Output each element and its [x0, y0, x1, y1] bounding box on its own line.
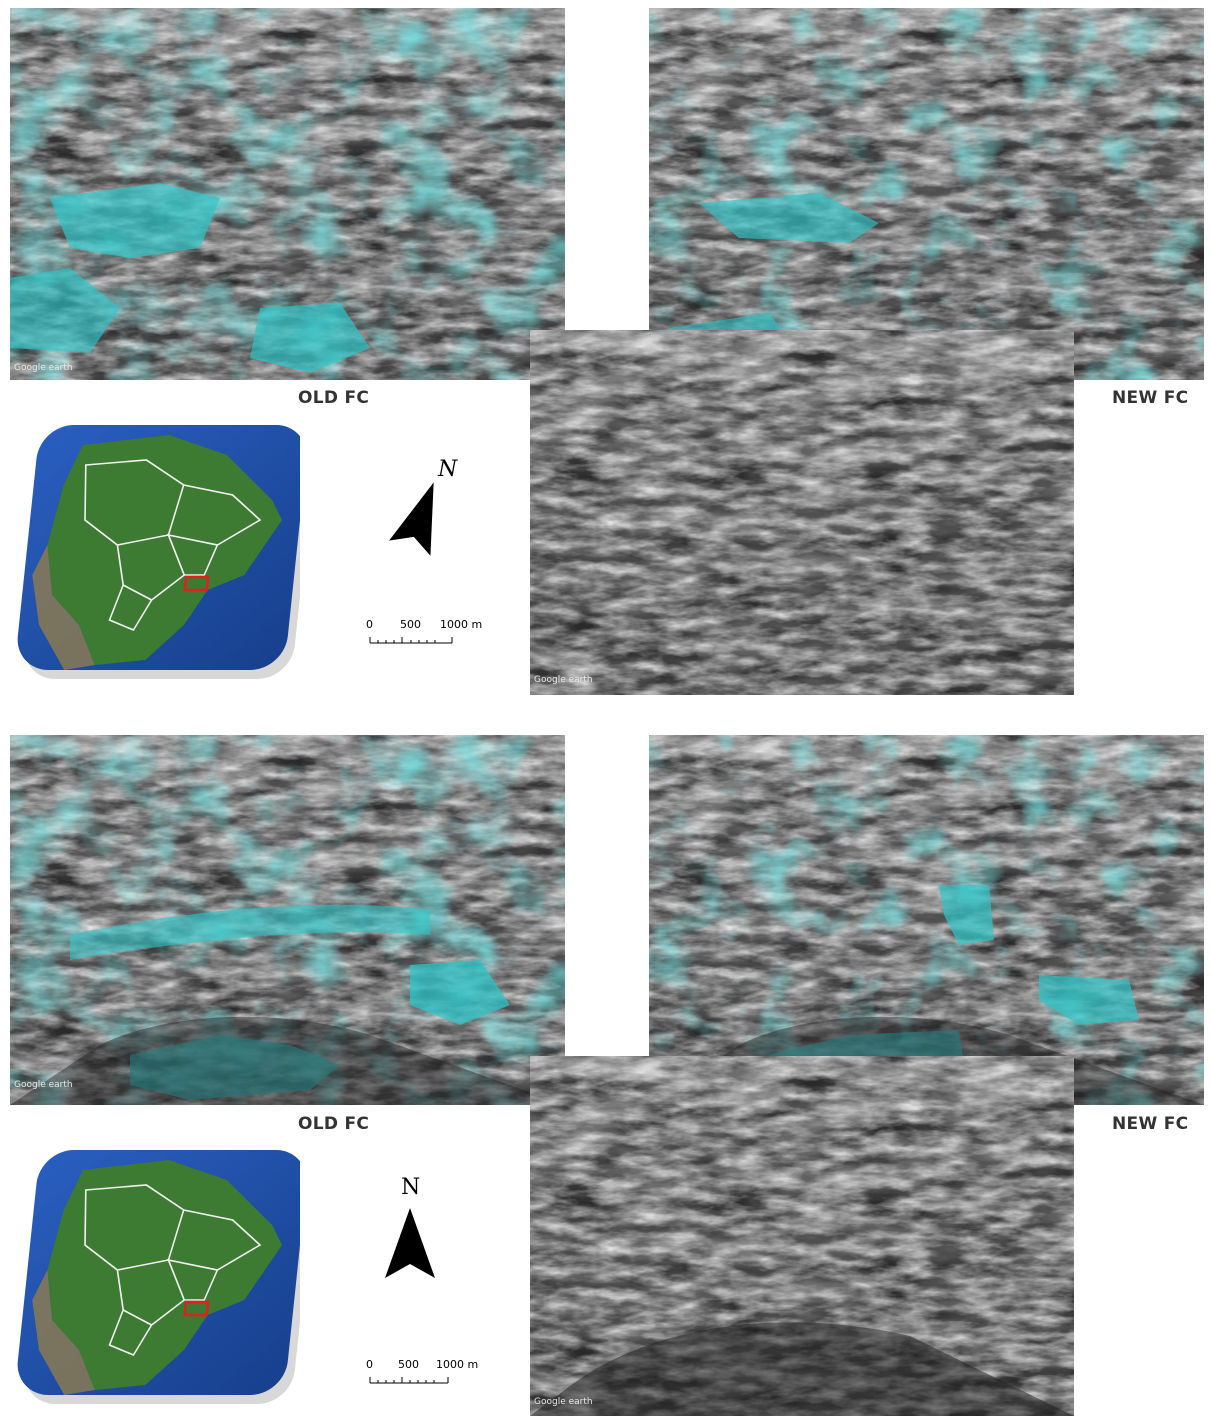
scale-tick-0: 0 — [366, 618, 373, 631]
new-fc-caption-1: NEW FC — [1112, 388, 1189, 408]
old-fc-caption-2: OLD FC — [298, 1114, 370, 1134]
north-arrow-2: N — [375, 1170, 445, 1290]
old-fc-caption-1: OLD FC — [298, 388, 370, 408]
google-earth-watermark: Google earth — [534, 675, 593, 685]
base-imagery-panel-1: Google earth — [530, 330, 1074, 695]
new-fc-caption-2: NEW FC — [1112, 1114, 1189, 1134]
scale-tick-500: 500 — [398, 1358, 419, 1371]
new-fc-panel-1: Google earth — [649, 8, 1204, 380]
scale-tick-500: 500 — [400, 618, 421, 631]
scale-tick-1000: 1000 m — [436, 1358, 478, 1371]
north-label: N — [437, 457, 458, 482]
north-arrow-icon — [385, 1208, 435, 1278]
scale-bar-1: 0 500 1000 m — [362, 615, 492, 655]
locator-map-1 — [10, 425, 314, 680]
base-imagery-panel-2: Google earth — [530, 1056, 1074, 1416]
north-arrow-icon — [389, 482, 434, 556]
locator-map-2 — [10, 1150, 314, 1405]
north-arrow-1: N — [370, 450, 470, 570]
locator-map-icon — [17, 425, 314, 679]
scale-bar-2: 0 500 1000 m — [362, 1355, 492, 1395]
scale-bar-icon: 0 500 1000 m — [366, 618, 482, 644]
old-fc-panel-2: Google earth — [10, 735, 565, 1105]
scale-tick-0: 0 — [366, 1358, 373, 1371]
google-earth-watermark: Google earth — [534, 1397, 593, 1407]
scale-bar-icon: 0 500 1000 m — [366, 1358, 478, 1384]
north-label: N — [401, 1175, 420, 1200]
locator-map-icon — [17, 1150, 314, 1404]
scale-tick-1000: 1000 m — [440, 618, 482, 631]
google-earth-watermark: Google earth — [14, 1080, 73, 1090]
new-fc-panel-2: Google earth — [649, 735, 1204, 1105]
old-fc-panel-1: Google earth — [10, 8, 565, 380]
google-earth-watermark: Google earth — [14, 363, 73, 373]
